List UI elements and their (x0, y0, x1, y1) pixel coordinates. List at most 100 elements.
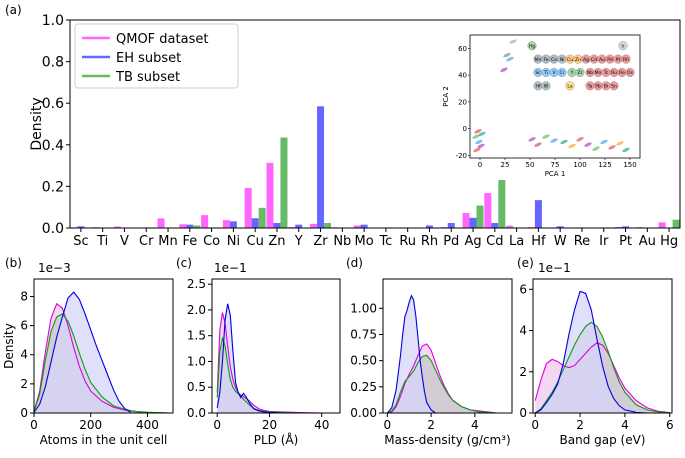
y-tick-label: 0.2 (42, 179, 64, 195)
element-marker-label: Cr (560, 70, 565, 76)
x-tick-label: Au (639, 234, 656, 249)
element-marker-label: Bi (604, 84, 608, 90)
x-tick-label: 40 (314, 418, 329, 432)
inset-x-tick-label: 25 (501, 161, 510, 169)
x-tick-label: Ir (599, 234, 609, 249)
x-tick-label: 20 (262, 418, 277, 432)
bar (498, 178, 505, 228)
element-marker-label: Mo (595, 70, 602, 76)
element-marker-label: Pd (607, 57, 613, 63)
element-marker-label: Ag (583, 57, 589, 63)
scale-label: 1e−1 (214, 261, 247, 275)
legend-label: TB subset (115, 70, 180, 85)
element-marker-label: Ti (543, 70, 548, 76)
x-tick-label: 6 (666, 418, 674, 432)
legend-label: QMOF dataset (116, 32, 208, 47)
x-tick-label: Hf (531, 234, 546, 249)
y-tick-label: 0.50 (350, 354, 377, 368)
element-marker-label: Cu (567, 57, 573, 63)
inset-y-tick-label: 0 (463, 125, 467, 133)
x-tick-label: 0 (213, 418, 221, 432)
element-marker-label: Hg (529, 43, 535, 49)
inset-x-tick-label: 50 (526, 161, 535, 169)
bar (273, 223, 280, 228)
y-tick-label: 8 (20, 289, 28, 303)
y-tick-label: 0.0 (187, 406, 206, 420)
element-marker-label: Zr (578, 70, 583, 76)
inset-x-tick-label: 100 (573, 161, 586, 169)
panel-label: (e) (517, 256, 534, 270)
y-tick-label: 6 (519, 282, 527, 296)
bar (230, 221, 237, 228)
x-tick-label: 2 (427, 418, 435, 432)
element-marker-label: Rh (623, 57, 629, 63)
bar (179, 224, 186, 228)
x-tick-label: Re (574, 234, 590, 249)
x-tick-label: Zn (268, 234, 285, 249)
element-marker-label: Sn (611, 84, 617, 90)
y-tick-label: 0 (20, 406, 28, 420)
x-tick-label: Pt (619, 234, 632, 249)
element-marker-label: Ru (611, 70, 617, 76)
element-marker-label: Re (619, 70, 625, 76)
x-tick-label: Nb (333, 234, 351, 249)
x-tick-label: 0 (531, 418, 539, 432)
bar (252, 218, 259, 228)
bar (266, 163, 273, 228)
x-tick-label: Pd (443, 234, 459, 249)
y-axis-label: Density (29, 97, 45, 150)
x-tick-label: Zr (313, 234, 328, 249)
x-tick-label: 400 (136, 418, 159, 432)
x-tick-label: Ti (96, 234, 108, 249)
y-tick-label: 0.4 (42, 138, 64, 154)
element-marker-label: Ni (560, 57, 565, 63)
bar (259, 208, 266, 228)
y-tick-label: 2.5 (187, 277, 206, 291)
bar (673, 220, 680, 228)
element-marker-label: Zn (575, 57, 581, 63)
y-tick-label: 1.5 (187, 329, 206, 343)
x-tick-label: Cr (139, 234, 154, 249)
x-tick-label: La (509, 234, 524, 249)
bar (491, 223, 498, 228)
bar (448, 223, 455, 228)
x-tick-label: Sc (73, 234, 88, 249)
x-axis-label: Mass-density (g/cm³) (384, 433, 510, 447)
element-marker-label: Sc (535, 70, 541, 76)
legend-label: EH subset (116, 51, 181, 66)
inset-x-tick-label: 150 (623, 161, 636, 169)
inset-x-axis-label: PCA 1 (545, 170, 566, 178)
y-tick-label: 2 (519, 365, 527, 379)
element-marker-label: W (544, 84, 549, 90)
element-marker-label: Pb (595, 84, 601, 90)
x-tick-label: Ni (227, 234, 240, 249)
y-tick-label: 1.00 (350, 301, 377, 315)
element-marker-label: Os (627, 70, 634, 76)
inset-y-tick-label: 20 (458, 98, 467, 106)
element-marker-label: Fe (543, 57, 548, 63)
element-marker-label: La (567, 84, 573, 90)
bar (463, 213, 470, 228)
y-tick-label: 0.8 (42, 55, 64, 71)
bar (317, 106, 324, 228)
inset-x-tick-label: 75 (551, 161, 560, 169)
y-tick-label: 0.0 (42, 221, 64, 237)
bar (158, 218, 165, 228)
y-tick-label: 0.75 (350, 327, 377, 341)
y-tick-label: 6 (20, 319, 28, 333)
x-tick-label: 4 (621, 418, 629, 432)
x-tick-label: Co (203, 234, 220, 249)
x-tick-label: 2 (576, 418, 584, 432)
inset-y-axis-label: PCA 2 (442, 86, 450, 107)
y-tick-label: 0.25 (350, 380, 377, 394)
inset-x-tick-label: 0 (478, 161, 482, 169)
element-marker-label: Nb (587, 70, 593, 76)
y-tick-label: 2.0 (187, 303, 206, 317)
inset-y-tick-label: -20 (456, 152, 467, 160)
x-tick-label: W (554, 234, 567, 249)
bar (484, 193, 491, 228)
x-tick-label: Y (294, 234, 303, 249)
